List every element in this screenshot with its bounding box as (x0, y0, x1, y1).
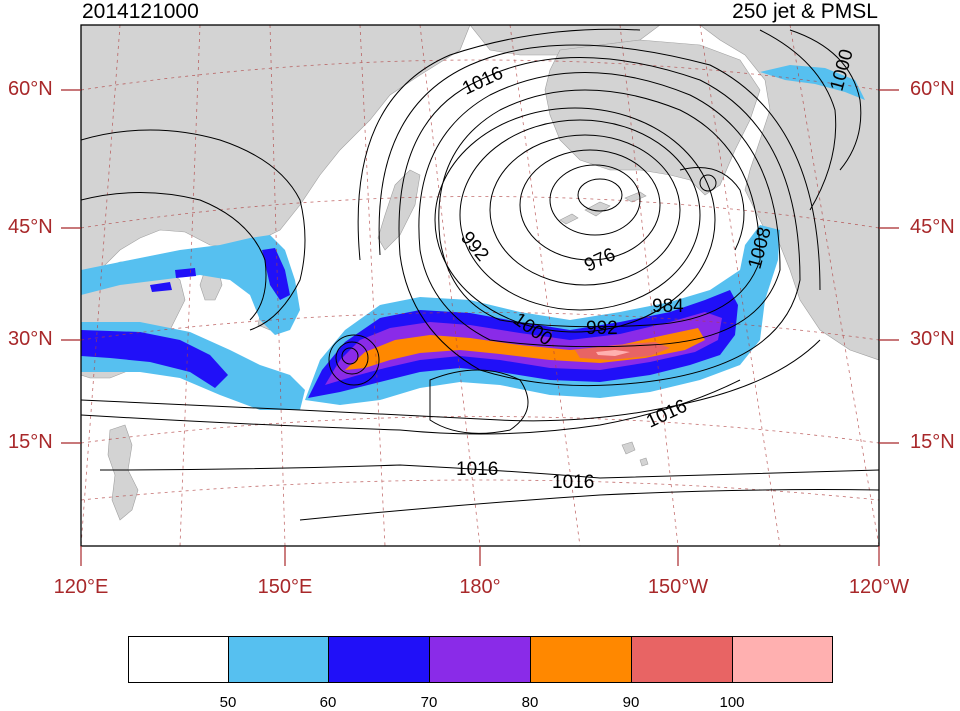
contour-label: 1016 (552, 472, 594, 493)
jet-60-west-lower (81, 330, 228, 388)
lat-label-right: 15°N (910, 431, 955, 453)
contour-label: 1016 (456, 459, 498, 480)
jet-50-west (81, 235, 300, 335)
colorbar-box (228, 636, 329, 683)
lat-label-left: 45°N (8, 216, 53, 238)
lon-label: 120°W (848, 576, 910, 598)
lat-label-right: 45°N (910, 216, 955, 238)
field-title: 250 jet & PMSL (732, 0, 878, 23)
land-philippines (107, 424, 139, 521)
contour-label: 992 (586, 318, 618, 339)
lat-label-left: 15°N (8, 431, 53, 453)
land-alaska (544, 39, 761, 196)
lon-label: 120°E (53, 576, 109, 598)
colorbar-tick-label: 100 (719, 694, 745, 711)
pmsl-contours (81, 28, 879, 521)
colorbar-tick-label: 50 (219, 694, 237, 711)
jet-50-canada (760, 65, 865, 100)
jet-60-small (150, 268, 196, 292)
lat-label-right: 60°N (910, 78, 955, 100)
colorbar-box (631, 636, 733, 683)
land-kamchatka (377, 169, 421, 251)
lon-label: 180° (459, 576, 501, 598)
land-aleutians (559, 191, 647, 225)
graticule (81, 25, 879, 546)
colorbar-box (429, 636, 531, 683)
axis-ticks (61, 89, 899, 566)
colorbar-tick-label: 80 (521, 694, 539, 711)
lat-label-left: 30°N (8, 328, 53, 350)
colorbar-tick-label: 70 (420, 694, 438, 711)
lon-label: 150°E (257, 576, 313, 598)
jet-60-japan (262, 248, 290, 300)
lat-label-right: 30°N (910, 328, 955, 350)
lat-label-left: 60°N (8, 78, 53, 100)
colorbar-box (732, 636, 833, 683)
lon-label: 150°W (647, 576, 709, 598)
colorbar-box (128, 636, 229, 683)
colorbar-box (328, 636, 430, 683)
jet-100-core (596, 350, 630, 356)
contour-label: 984 (652, 296, 684, 317)
colorbar-tick-label: 90 (622, 694, 640, 711)
land-hawaii (621, 441, 649, 467)
colorbar-tick-label: 60 (319, 694, 337, 711)
colorbar-box (530, 636, 632, 683)
date-title: 2014121000 (82, 0, 199, 23)
